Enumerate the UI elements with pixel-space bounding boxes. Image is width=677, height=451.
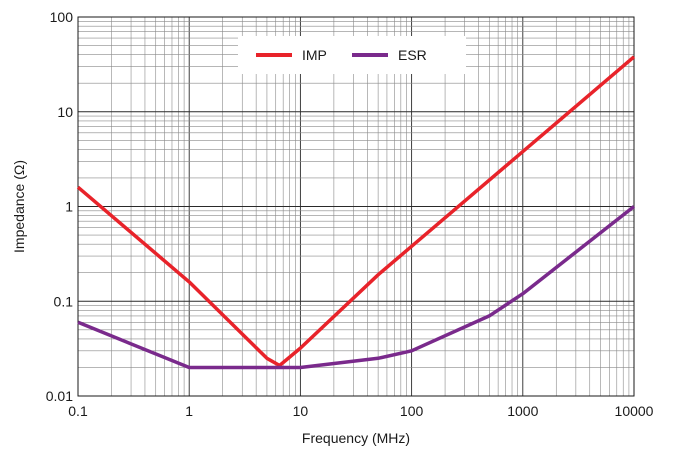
series-line-esr — [77, 205, 636, 370]
x-tick-label: 1000 — [507, 403, 538, 419]
x-tick-label: 0.1 — [68, 403, 88, 419]
x-tick-label: 10000 — [615, 403, 654, 419]
series-line-imp — [76, 55, 636, 368]
x-tick-label: 1 — [185, 403, 193, 419]
y-tick-label: 0.1 — [54, 293, 74, 309]
y-tick-label: 10 — [57, 104, 73, 120]
x-axis-title: Frequency (MHz) — [302, 430, 410, 446]
x-tick-label: 100 — [400, 403, 424, 419]
legend: IMP ESR — [238, 36, 466, 74]
legend-label-esr: ESR — [398, 47, 427, 63]
x-tick-label: 10 — [293, 403, 309, 419]
y-tick-label: 0.01 — [46, 388, 73, 404]
y-axis-title: Impedance (Ω) — [11, 160, 27, 253]
legend-label-imp: IMP — [302, 47, 327, 63]
y-tick-label: 1 — [65, 199, 73, 215]
series-layer — [76, 55, 636, 370]
y-tick-label: 100 — [50, 9, 74, 25]
